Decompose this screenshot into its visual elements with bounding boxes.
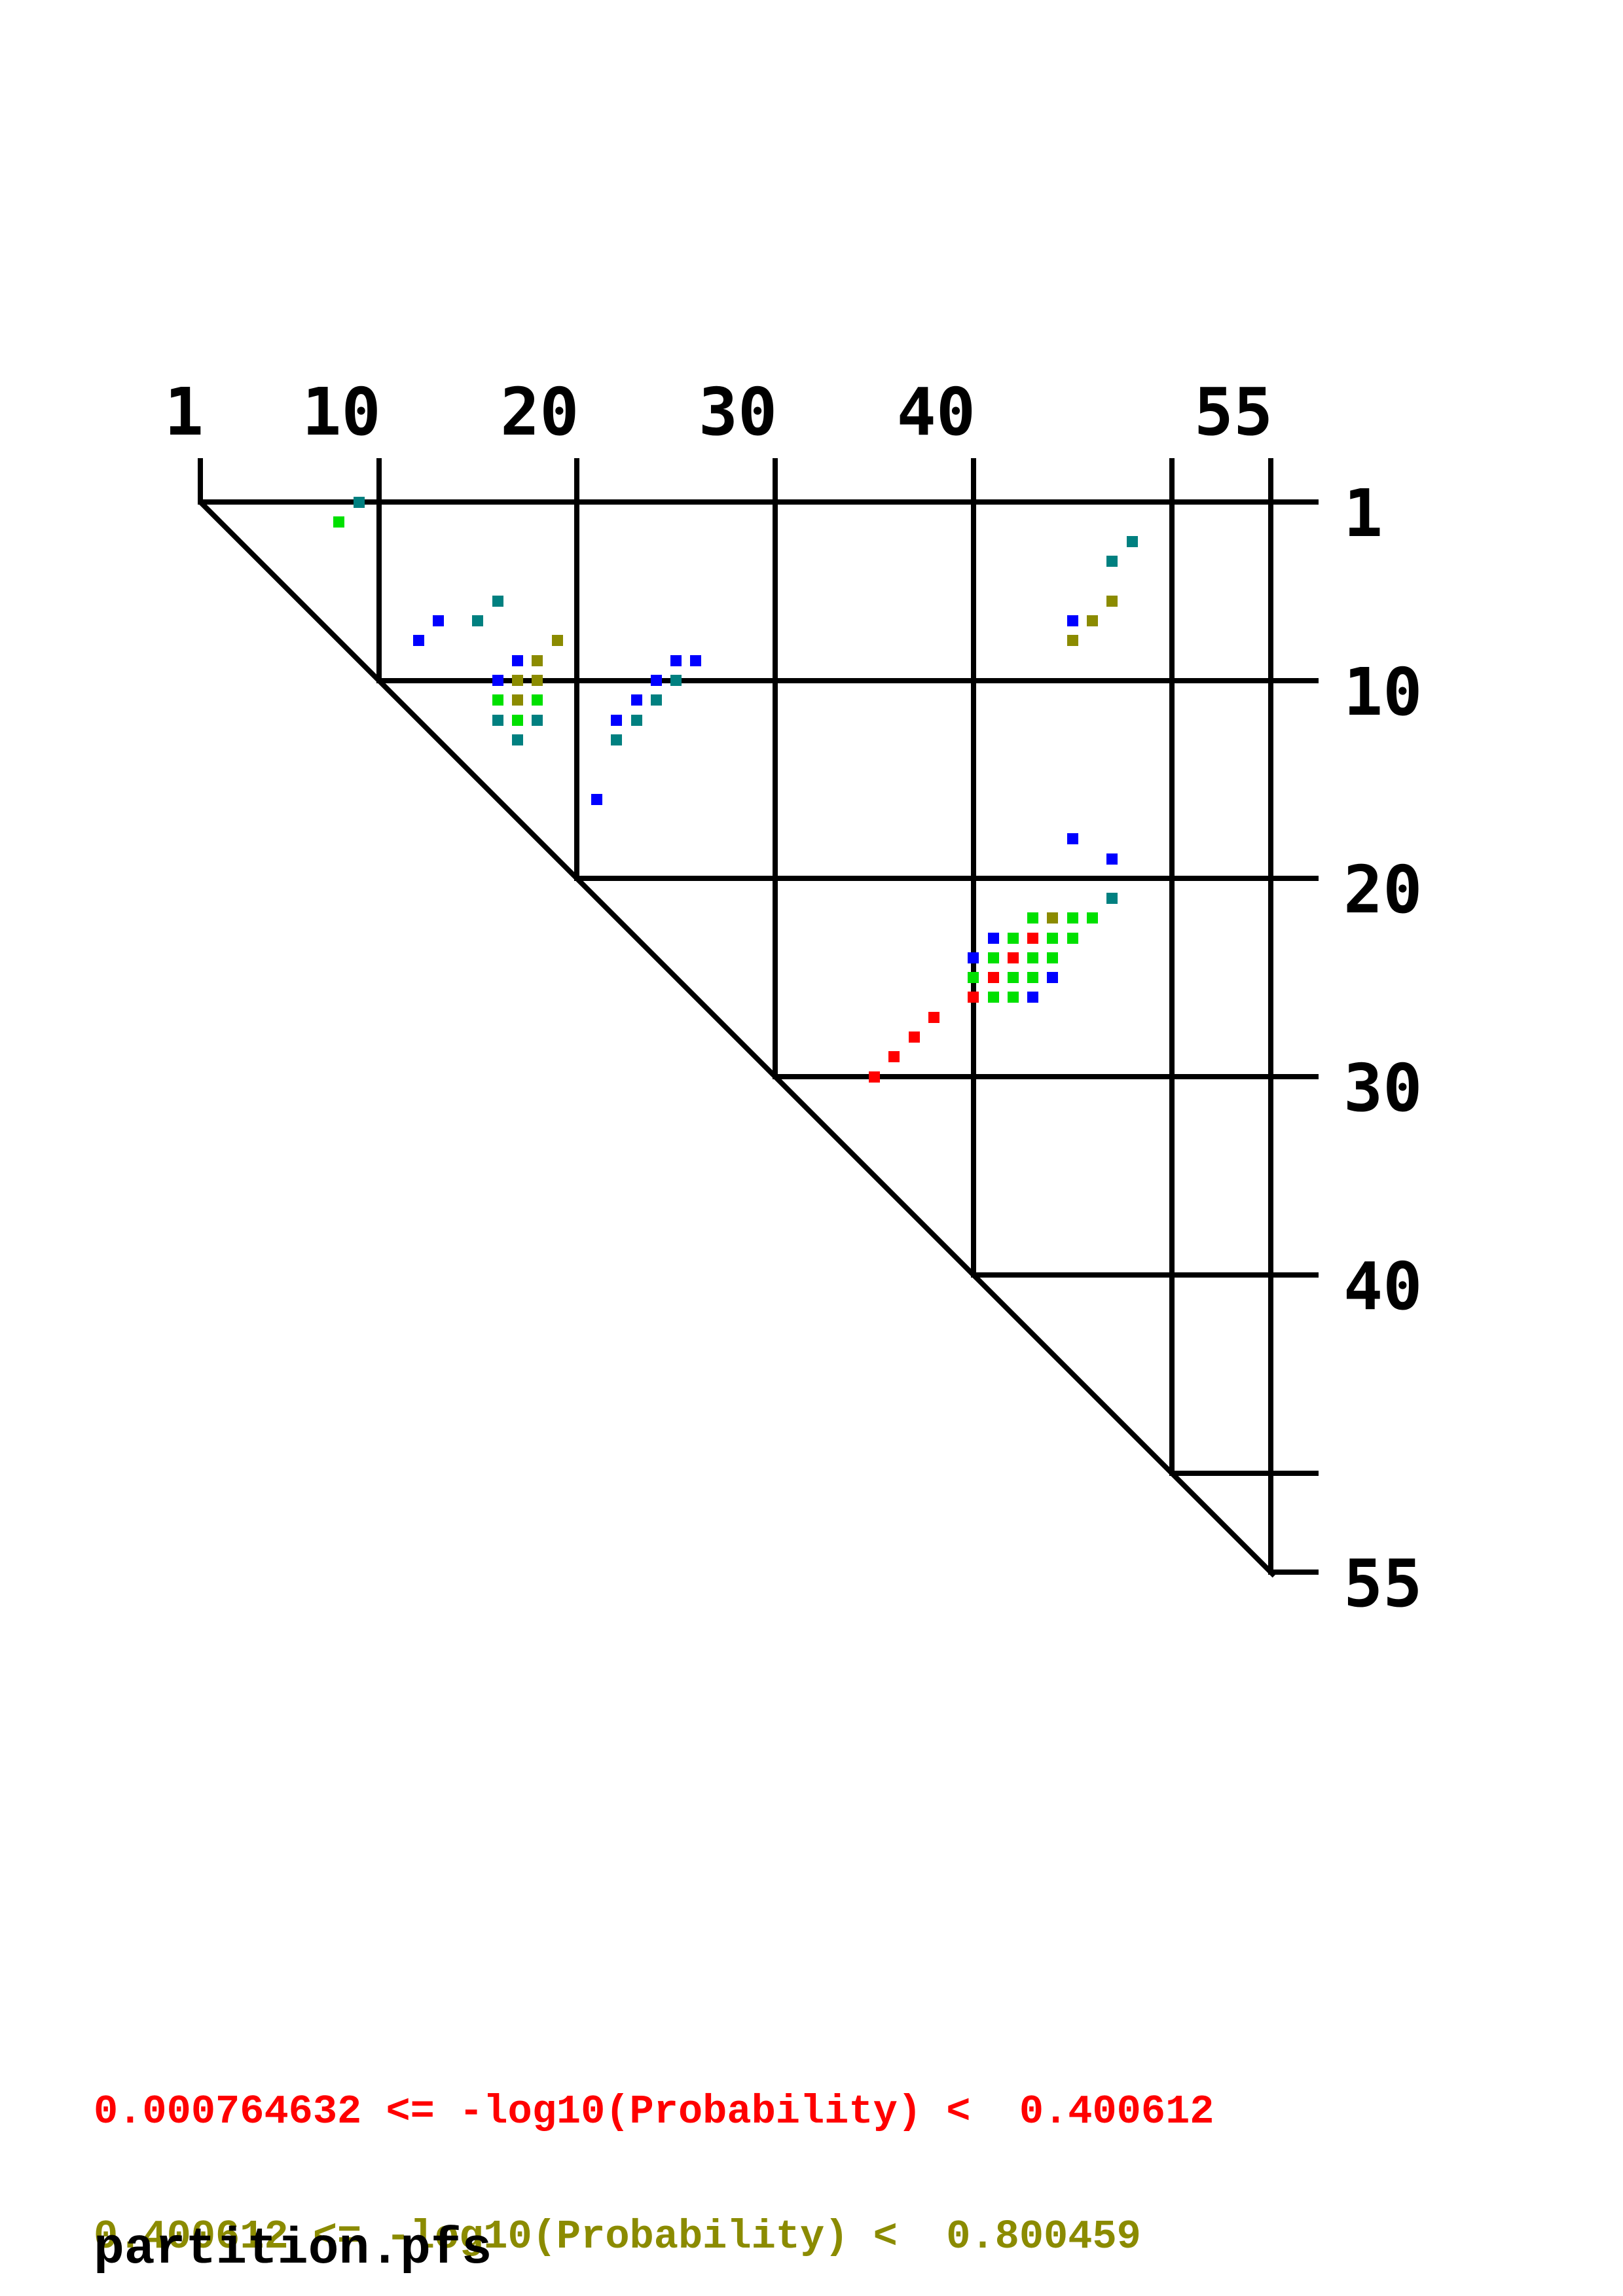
y-axis-label: 20	[1343, 852, 1423, 929]
y-gridline	[1268, 1570, 1319, 1575]
probability-dot	[987, 972, 999, 984]
probability-dot	[630, 694, 642, 706]
probability-dot	[532, 655, 543, 666]
probability-dot	[551, 635, 563, 647]
probability-dot	[1106, 853, 1118, 865]
probability-dot	[511, 675, 523, 686]
x-axis-label: 10	[302, 374, 381, 450]
probability-dot	[1027, 952, 1039, 963]
probability-dot	[532, 675, 543, 686]
probability-dot	[1067, 635, 1078, 647]
probability-dot	[968, 972, 979, 984]
x-axis-label: 40	[896, 374, 976, 450]
probability-dot	[492, 595, 503, 607]
probability-dot	[611, 714, 623, 726]
y-axis-label: 10	[1343, 653, 1423, 730]
y-axis-label: 1	[1343, 475, 1383, 552]
legend-entry-red: 0.000764632 <= -log10(Probability) < 0.4…	[94, 2089, 1214, 2135]
probability-dot	[532, 694, 543, 706]
probability-dot	[968, 992, 979, 1003]
probability-dot	[690, 655, 702, 666]
file-name-label: partition.pfs	[94, 2221, 492, 2278]
legend-entry-olive: 0.400612 <= -log10(Probability) < 0.8004…	[94, 2213, 1141, 2260]
probability-dot	[1047, 972, 1059, 984]
probability-dot	[968, 952, 979, 963]
x-axis-label: 30	[698, 374, 778, 450]
probability-dot	[888, 1051, 900, 1063]
probability-dot	[987, 952, 999, 963]
probability-dot	[1067, 932, 1078, 944]
probability-dot	[611, 734, 623, 745]
probability-dot	[868, 1071, 880, 1083]
x-gridline	[574, 458, 580, 882]
y-axis-label: 30	[1343, 1050, 1423, 1127]
probability-dot	[1007, 992, 1019, 1003]
probability-dot	[650, 694, 662, 706]
probability-dot	[1087, 615, 1098, 627]
probability-dot	[472, 615, 484, 627]
probability-dot	[1007, 952, 1019, 963]
probability-dot	[630, 714, 642, 726]
y-gridline	[574, 876, 1319, 882]
probability-dot	[1027, 932, 1039, 944]
x-gridline	[376, 458, 382, 683]
probability-dot	[353, 496, 365, 508]
diagonal-line	[198, 500, 1277, 1578]
probability-dot	[511, 734, 523, 745]
x-axis-label: 55	[1194, 374, 1273, 450]
probability-dot	[412, 635, 424, 647]
y-gridline	[970, 1272, 1319, 1278]
probability-dot	[591, 793, 603, 805]
probability-dot	[492, 694, 503, 706]
probability-dot	[333, 516, 345, 528]
probability-dot	[1126, 536, 1138, 548]
probability-dot	[987, 992, 999, 1003]
probability-dot	[650, 675, 662, 686]
probability-dot	[1047, 952, 1059, 963]
probability-dot	[1007, 932, 1019, 944]
probability-dot	[511, 655, 523, 666]
probability-dot	[1047, 912, 1059, 924]
probability-dot	[1027, 912, 1039, 924]
y-axis-label: 55	[1343, 1545, 1423, 1622]
probability-dot	[511, 714, 523, 726]
y-gridline	[1169, 1470, 1319, 1476]
probability-dot	[670, 655, 682, 666]
y-axis-label: 40	[1343, 1247, 1423, 1325]
probability-dot	[908, 1031, 920, 1043]
legend: 0.000764632 <= -log10(Probability) < 0.4…	[94, 2008, 1214, 2296]
probability-dot	[1027, 992, 1039, 1003]
probability-dot	[1106, 556, 1118, 567]
probability-dot	[987, 932, 999, 944]
probability-dot	[432, 615, 444, 627]
x-gridline	[970, 458, 976, 1278]
probability-dot	[928, 1011, 939, 1023]
probability-dot	[1067, 615, 1078, 627]
probability-dot	[492, 714, 503, 726]
probability-dot	[1047, 932, 1059, 944]
y-gridline	[376, 677, 1319, 683]
y-gridline	[773, 1074, 1319, 1080]
probability-dot	[1067, 912, 1078, 924]
x-gridline	[1268, 458, 1273, 1575]
probability-dot	[1106, 595, 1118, 607]
probability-dot	[492, 675, 503, 686]
probability-dot	[1027, 972, 1039, 984]
probability-dot	[1087, 912, 1098, 924]
probability-dot	[1007, 972, 1019, 984]
probability-dot	[670, 675, 682, 686]
probability-dot	[511, 694, 523, 706]
probability-dot	[1106, 893, 1118, 905]
x-axis-label: 20	[500, 374, 579, 450]
x-axis-label: 1	[164, 374, 204, 450]
x-gridline	[198, 458, 203, 505]
probability-dot	[1067, 833, 1078, 845]
x-gridline	[773, 458, 778, 1080]
x-gridline	[1169, 458, 1175, 1476]
probability-dot	[532, 714, 543, 726]
y-gridline	[198, 499, 1319, 505]
